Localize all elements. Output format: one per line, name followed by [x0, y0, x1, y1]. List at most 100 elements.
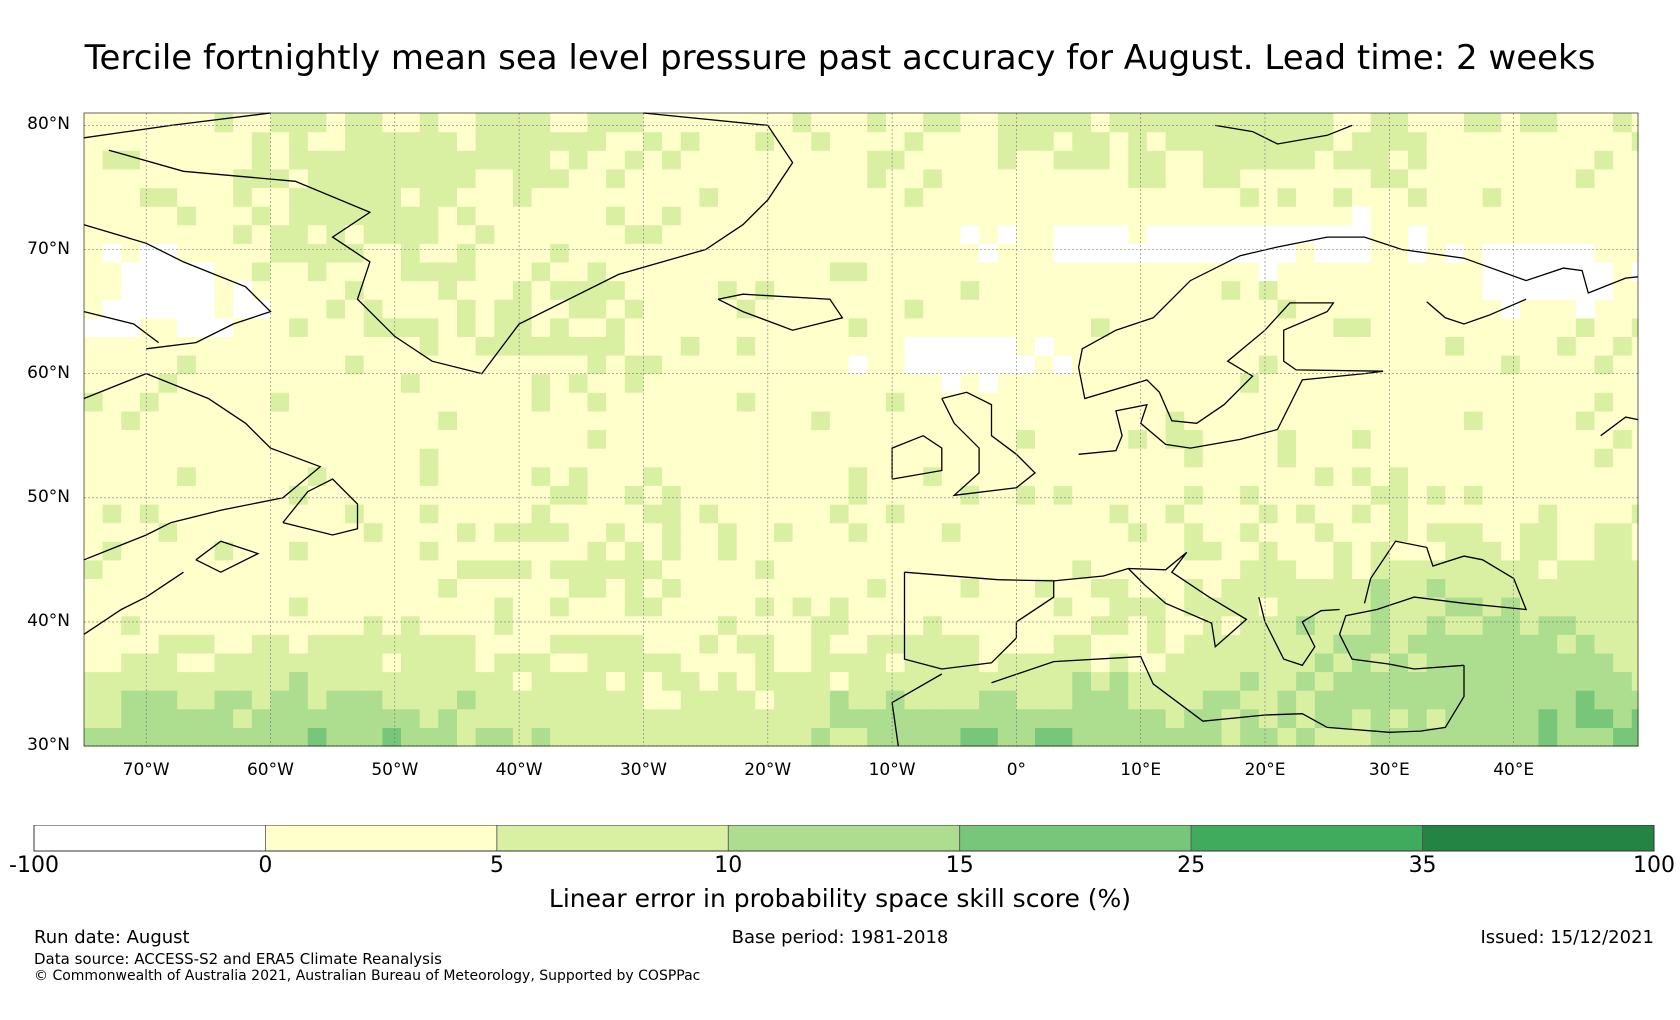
- skill-cell: [531, 410, 551, 431]
- skill-cell: [1631, 150, 1639, 170]
- skill-cell: [774, 113, 794, 133]
- skill-cell: [457, 466, 477, 486]
- skill-cell: [1594, 373, 1614, 393]
- skill-cell: [885, 727, 906, 747]
- skill-cell: [1594, 597, 1614, 617]
- skill-cell: [587, 727, 607, 747]
- skill-cell: [550, 578, 570, 598]
- skill-cell: [904, 634, 924, 654]
- skill-cell: [1408, 690, 1428, 710]
- skill-cell: [1408, 559, 1428, 579]
- skill-cell: [792, 504, 812, 524]
- skill-cell: [1165, 541, 1185, 561]
- skill-cell: [289, 727, 309, 747]
- skill-cell: [195, 578, 216, 598]
- skill-cell: [1165, 522, 1185, 542]
- skill-cell: [699, 410, 719, 431]
- skill-cell: [736, 504, 756, 524]
- skill-cell: [1202, 243, 1223, 263]
- skill-cell: [1258, 634, 1278, 654]
- skill-cell: [960, 541, 980, 561]
- skill-cell: [1575, 410, 1595, 431]
- skill-cell: [512, 336, 533, 356]
- skill-cell: [270, 355, 290, 375]
- skill-cell: [1519, 392, 1540, 412]
- skill-cell: [457, 708, 477, 728]
- skill-cell: [1128, 261, 1148, 282]
- skill-cell: [1557, 429, 1577, 449]
- skill-cell: [736, 466, 756, 486]
- skill-cell: [979, 206, 999, 226]
- skill-cell: [550, 336, 570, 356]
- skill-cell: [345, 578, 365, 598]
- skill-cell: [941, 615, 961, 635]
- coastline: [83, 372, 322, 561]
- skill-cell: [1035, 727, 1055, 747]
- skill-cell: [1445, 131, 1465, 151]
- skill-cell: [736, 224, 756, 244]
- skill-cell: [1277, 634, 1297, 654]
- skill-cell: [848, 336, 868, 356]
- skill-cell: [233, 280, 253, 300]
- skill-cell: [1128, 187, 1148, 207]
- skill-cell: [755, 448, 775, 468]
- skill-cell: [1091, 187, 1111, 207]
- skill-cell: [457, 113, 477, 133]
- skill-cell: [1538, 652, 1558, 673]
- skill-cell: [662, 485, 682, 505]
- lon-tick-label: 10°E: [1120, 760, 1162, 780]
- skill-cell: [1221, 522, 1241, 542]
- skill-cell: [550, 708, 570, 728]
- skill-cell: [1389, 373, 1409, 393]
- skill-cell: [699, 206, 719, 226]
- skill-cell: [251, 336, 271, 356]
- skill-cell: [979, 336, 999, 356]
- skill-cell: [1296, 261, 1316, 282]
- skill-cell: [624, 224, 644, 244]
- skill-cell: [568, 131, 588, 151]
- skill-cell: [699, 578, 719, 598]
- skill-cell: [158, 671, 178, 691]
- skill-cell: [307, 597, 327, 617]
- skill-cell: [550, 168, 570, 189]
- map-frame: [83, 112, 1639, 747]
- skill-cell: [997, 708, 1017, 728]
- skill-cell: [1370, 727, 1390, 747]
- skill-cell: [1128, 522, 1148, 542]
- skill-cell: [1296, 373, 1316, 393]
- skill-cell: [1613, 373, 1633, 393]
- skill-cell: [1072, 206, 1092, 226]
- skill-cell: [251, 652, 271, 673]
- skill-cell: [1613, 131, 1633, 151]
- skill-cell: [550, 559, 570, 579]
- skill-cell: [345, 243, 365, 263]
- skill-cell: [1091, 466, 1111, 486]
- skill-cell: [1352, 634, 1372, 654]
- skill-cell: [1519, 224, 1540, 244]
- skill-cell: [550, 373, 570, 393]
- skill-cell: [84, 336, 104, 356]
- skill-cell: [1482, 504, 1502, 524]
- skill-cell: [475, 299, 495, 319]
- skill-cell: [326, 578, 346, 598]
- skill-cell: [1631, 392, 1639, 412]
- skill-cell: [1258, 410, 1278, 431]
- skill-cell: [1053, 690, 1073, 710]
- skill-cell: [121, 727, 141, 747]
- skill-cell: [139, 150, 160, 170]
- skill-cell: [233, 355, 253, 375]
- skill-cell: [494, 559, 514, 579]
- skill-cell: [1464, 150, 1484, 170]
- skill-cell: [1314, 615, 1334, 635]
- skill-cell: [1501, 485, 1521, 505]
- skill-cell: [885, 652, 906, 673]
- skill-cell: [1557, 392, 1577, 412]
- skill-cell: [102, 168, 122, 189]
- skill-cell: [1557, 448, 1577, 468]
- skill-cell: [531, 299, 551, 319]
- skill-cell: [1482, 448, 1502, 468]
- skill-cell: [643, 261, 663, 282]
- skill-cell: [419, 429, 439, 449]
- skill-cell: [531, 727, 551, 747]
- skill-cell: [1109, 578, 1129, 598]
